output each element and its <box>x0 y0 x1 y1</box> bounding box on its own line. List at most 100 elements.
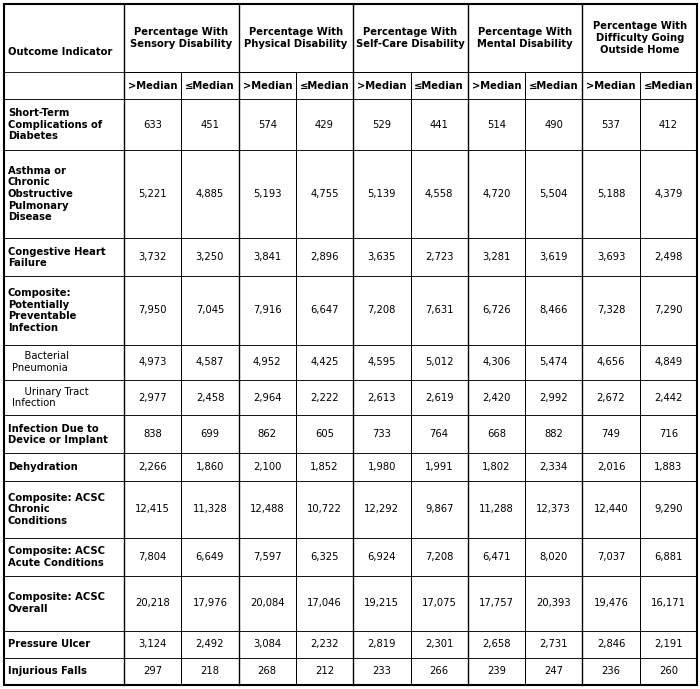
Bar <box>640 238 697 276</box>
Bar <box>124 658 181 685</box>
Text: 4,849: 4,849 <box>654 357 682 367</box>
Text: 605: 605 <box>315 429 334 440</box>
Bar <box>582 453 640 481</box>
Text: 4,755: 4,755 <box>310 189 339 199</box>
Text: 2,420: 2,420 <box>482 393 510 402</box>
Text: 1,860: 1,860 <box>196 462 224 472</box>
Bar <box>468 72 525 99</box>
Bar <box>410 538 468 576</box>
Text: 12,415: 12,415 <box>135 504 170 514</box>
Bar <box>296 658 354 685</box>
Bar <box>296 72 354 99</box>
Text: Infection Due to
Device or Implant: Infection Due to Device or Implant <box>8 424 108 445</box>
Text: ≤Median: ≤Median <box>185 81 234 91</box>
Bar <box>354 238 410 276</box>
Bar <box>468 99 525 150</box>
Text: 7,328: 7,328 <box>597 305 625 316</box>
Bar <box>640 453 697 481</box>
Text: 12,292: 12,292 <box>364 504 399 514</box>
Text: 2,819: 2,819 <box>368 639 396 649</box>
Bar <box>124 576 181 630</box>
Bar <box>181 415 239 453</box>
Text: 212: 212 <box>315 666 334 677</box>
Bar <box>4 576 124 630</box>
Bar <box>582 658 640 685</box>
Bar <box>296 630 354 658</box>
Bar <box>468 538 525 576</box>
Text: 537: 537 <box>601 119 620 130</box>
Text: 5,474: 5,474 <box>540 357 568 367</box>
Bar <box>239 99 296 150</box>
Bar <box>525 380 582 415</box>
Text: 20,084: 20,084 <box>250 598 284 608</box>
Text: 10,722: 10,722 <box>307 504 342 514</box>
Text: 882: 882 <box>545 429 564 440</box>
Bar <box>4 344 124 380</box>
Bar <box>296 238 354 276</box>
Bar <box>582 538 640 576</box>
Text: 4,595: 4,595 <box>368 357 396 367</box>
Text: 3,124: 3,124 <box>139 639 167 649</box>
Bar <box>239 344 296 380</box>
Text: 3,732: 3,732 <box>139 252 167 263</box>
Text: 4,558: 4,558 <box>425 189 454 199</box>
Bar <box>239 150 296 238</box>
Text: 7,631: 7,631 <box>425 305 454 316</box>
Text: Injurious Falls: Injurious Falls <box>8 666 87 677</box>
Bar <box>181 99 239 150</box>
Bar <box>410 380 468 415</box>
Bar <box>239 576 296 630</box>
Text: 247: 247 <box>544 666 564 677</box>
Bar <box>468 415 525 453</box>
Text: 2,100: 2,100 <box>253 462 281 472</box>
Text: ≤Median: ≤Median <box>300 81 349 91</box>
Text: 4,973: 4,973 <box>139 357 167 367</box>
Bar <box>582 380 640 415</box>
Bar <box>640 150 697 238</box>
Text: 1,802: 1,802 <box>482 462 510 472</box>
Bar <box>4 415 124 453</box>
Bar <box>468 4 582 72</box>
Text: ≤Median: ≤Median <box>414 81 464 91</box>
Bar <box>4 4 124 99</box>
Text: 260: 260 <box>659 666 678 677</box>
Text: 2,222: 2,222 <box>310 393 339 402</box>
Bar <box>296 276 354 344</box>
Text: 838: 838 <box>144 429 162 440</box>
Bar <box>468 238 525 276</box>
Bar <box>582 276 640 344</box>
Bar <box>354 72 410 99</box>
Text: >Median: >Median <box>587 81 636 91</box>
Text: Composite: ACSC
Overall: Composite: ACSC Overall <box>8 593 105 614</box>
Bar <box>640 415 697 453</box>
Bar <box>640 344 697 380</box>
Bar <box>181 481 239 538</box>
Bar <box>525 538 582 576</box>
Text: 6,726: 6,726 <box>482 305 511 316</box>
Bar <box>410 630 468 658</box>
Bar <box>410 276 468 344</box>
Bar <box>354 276 410 344</box>
Text: Pressure Ulcer: Pressure Ulcer <box>8 639 90 649</box>
Bar <box>354 4 468 72</box>
Text: 668: 668 <box>487 429 506 440</box>
Bar <box>239 658 296 685</box>
Text: 11,328: 11,328 <box>193 504 228 514</box>
Text: 4,425: 4,425 <box>310 357 339 367</box>
Bar <box>525 150 582 238</box>
Text: 6,647: 6,647 <box>310 305 339 316</box>
Text: 1,852: 1,852 <box>310 462 339 472</box>
Text: 574: 574 <box>258 119 277 130</box>
Bar <box>640 276 697 344</box>
Text: ≤Median: ≤Median <box>529 81 579 91</box>
Text: 429: 429 <box>315 119 334 130</box>
Bar <box>124 415 181 453</box>
Bar <box>4 276 124 344</box>
Text: 2,498: 2,498 <box>654 252 682 263</box>
Bar <box>525 99 582 150</box>
Bar <box>525 238 582 276</box>
Text: 4,306: 4,306 <box>482 357 510 367</box>
Text: 2,992: 2,992 <box>540 393 568 402</box>
Bar <box>582 150 640 238</box>
Bar <box>124 630 181 658</box>
